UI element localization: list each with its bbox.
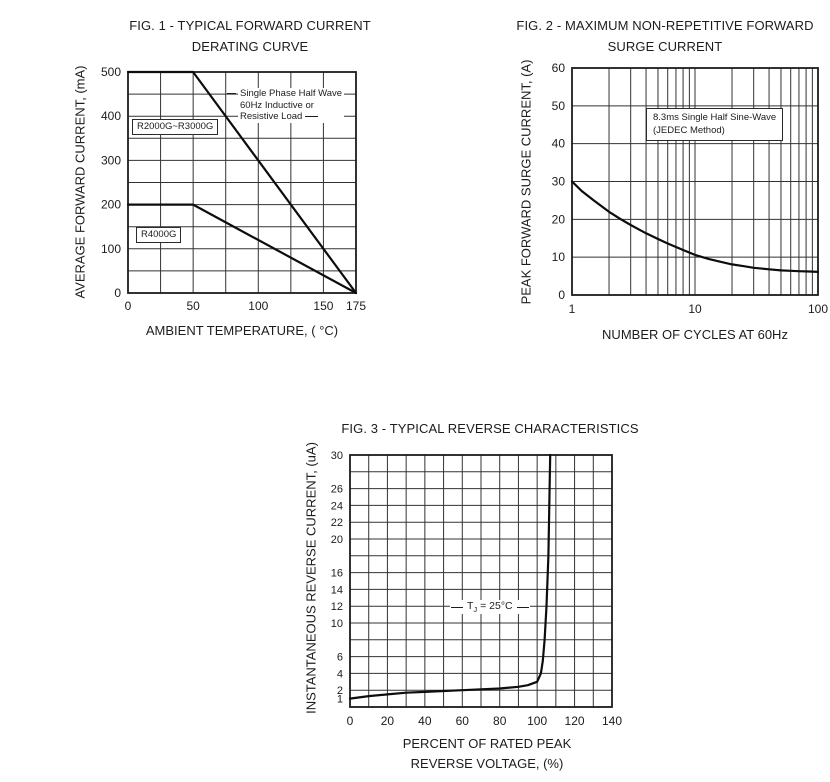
svg-text:100: 100: [101, 242, 121, 256]
svg-text:0: 0: [114, 286, 121, 300]
note-leader-dash-left: [227, 93, 236, 94]
fig1-load-note-line3: Resistive Load: [240, 111, 303, 122]
svg-text:175: 175: [346, 299, 366, 313]
svg-text:100: 100: [248, 299, 268, 313]
svg-text:50: 50: [186, 299, 200, 313]
fig1-load-note: Single Phase Half Wave 60Hz Inductive or…: [238, 88, 345, 123]
svg-text:4: 4: [337, 668, 343, 680]
fig2-jedec-note: 8.3ms Single Half Sine-Wave (JEDEC Metho…: [646, 108, 784, 141]
fig2-title-line2: SURGE CURRENT: [607, 39, 723, 54]
fig3-tj-text: TJ = 25°C: [467, 600, 513, 614]
svg-text:0: 0: [558, 288, 565, 302]
fig1-title-line1: FIG. 1 - TYPICAL FORWARD CURRENT: [129, 18, 371, 33]
svg-text:2: 2: [337, 685, 343, 697]
fig1-load-note-line1: Single Phase Half Wave: [240, 88, 343, 99]
fig1-series-label-r2000g-r3000g: R2000G~R3000G: [132, 119, 219, 135]
svg-text:40: 40: [552, 137, 566, 151]
fig3-x-axis-label: PERCENT OF RATED PEAK REVERSE VOLTAGE, (…: [337, 734, 637, 774]
svg-text:26: 26: [331, 484, 343, 496]
svg-text:10: 10: [552, 250, 566, 264]
svg-text:30: 30: [552, 175, 566, 189]
tj-sub: J: [473, 605, 478, 615]
svg-text:60: 60: [456, 714, 470, 728]
svg-text:20: 20: [552, 212, 566, 226]
tj-pre: T: [467, 600, 474, 612]
fig2-title-line1: FIG. 2 - MAXIMUM NON-REPETITIVE FORWARD: [516, 18, 814, 33]
fig3-title: FIG. 3 - TYPICAL REVERSE CHARACTERISTICS: [341, 421, 639, 436]
fig1-title: FIG. 1 - TYPICAL FORWARD CURRENT DERATIN…: [90, 15, 410, 57]
fig2-jedec-note-line1: 8.3ms Single Half Sine-Wave: [653, 112, 777, 123]
svg-text:500: 500: [101, 65, 121, 79]
svg-text:20: 20: [381, 714, 395, 728]
svg-text:10: 10: [331, 618, 343, 630]
fig1-y-axis-label: AVERAGE FORWARD CURRENT, (mA): [72, 65, 88, 299]
svg-text:24: 24: [331, 500, 343, 512]
svg-text:120: 120: [565, 714, 585, 728]
fig2-chart-canvas: 1 10 100 0 10 20 30 40 50 60: [552, 61, 829, 316]
fig3-tj-annotation: TJ = 25°C: [450, 600, 530, 615]
svg-text:1: 1: [337, 694, 343, 706]
svg-text:30: 30: [331, 450, 343, 462]
svg-text:14: 14: [331, 584, 343, 596]
svg-text:400: 400: [101, 109, 121, 123]
svg-text:0: 0: [125, 299, 132, 313]
svg-text:80: 80: [493, 714, 507, 728]
fig1-x-axis-label: AMBIENT TEMPERATURE, ( °C): [145, 323, 339, 338]
svg-text:22: 22: [331, 517, 343, 529]
svg-text:300: 300: [101, 153, 121, 167]
svg-text:0: 0: [347, 714, 354, 728]
fig1-series-label-r4000g: R4000G: [136, 227, 182, 243]
svg-text:40: 40: [418, 714, 432, 728]
svg-text:140: 140: [602, 714, 622, 728]
svg-text:20: 20: [331, 534, 343, 546]
fig1-chart-canvas: 0 50 100 150 175 0 100 200 300 400 500: [101, 65, 366, 313]
svg-text:100: 100: [808, 302, 828, 316]
svg-text:100: 100: [527, 714, 547, 728]
annotation-dash-left: [451, 606, 463, 608]
svg-text:1: 1: [569, 302, 576, 316]
annotation-dash-right: [516, 606, 529, 608]
svg-text:50: 50: [552, 99, 566, 113]
svg-text:12: 12: [331, 601, 343, 613]
note-leader-dash-right: [305, 116, 318, 117]
tj-post: = 25°C: [477, 600, 513, 612]
fig2-jedec-note-line2: (JEDEC Method): [653, 124, 725, 136]
fig2-title: FIG. 2 - MAXIMUM NON-REPETITIVE FORWARD …: [505, 15, 825, 57]
svg-text:6: 6: [337, 652, 343, 664]
svg-text:60: 60: [552, 61, 566, 75]
fig1-title-line2: DERATING CURVE: [191, 39, 309, 54]
svg-text:150: 150: [313, 299, 333, 313]
fig3-x-axis-label-line1: PERCENT OF RATED PEAK: [402, 736, 572, 751]
fig3-x-axis-label-line2: REVERSE VOLTAGE, (%): [410, 756, 564, 771]
svg-text:10: 10: [688, 302, 702, 316]
fig2-x-axis-label: NUMBER OF CYCLES AT 60Hz: [602, 327, 788, 342]
fig1-load-note-line2: 60Hz Inductive or: [240, 99, 314, 111]
svg-text:16: 16: [331, 568, 343, 580]
svg-text:200: 200: [101, 198, 121, 212]
